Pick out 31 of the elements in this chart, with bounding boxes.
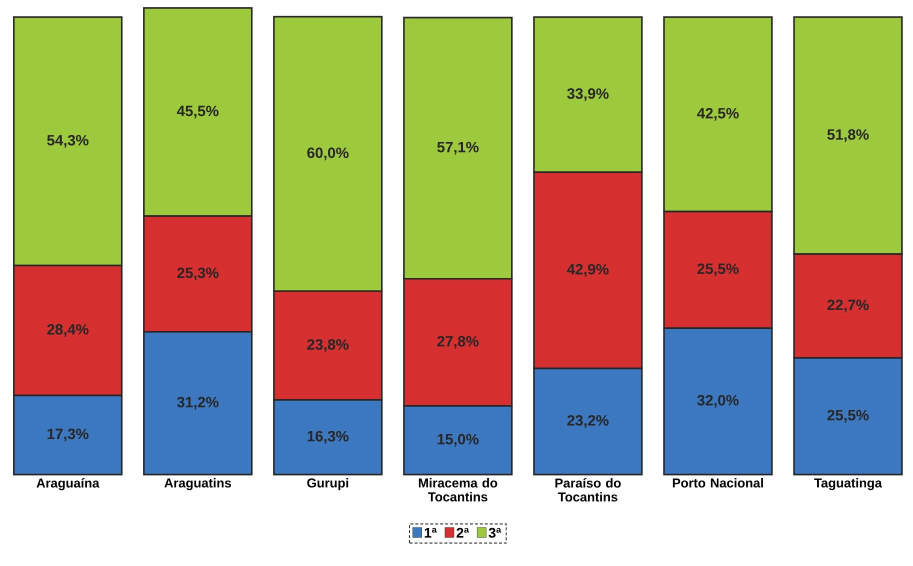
- data-label: 23,8%: [307, 339, 349, 352]
- data-label: 57,1%: [437, 142, 479, 154]
- x-tick-label: Paraíso do Tocantins: [555, 478, 621, 502]
- data-label: 60,0%: [307, 147, 349, 160]
- data-label: 23,2%: [567, 415, 609, 428]
- x-tick-label: Araguaína: [36, 478, 100, 490]
- data-label: 42,9%: [567, 264, 609, 277]
- legend-label: 3ª: [488, 528, 502, 538]
- data-label: 31,2%: [177, 396, 219, 410]
- data-label: 27,8%: [437, 336, 479, 349]
- data-label: 54,3%: [47, 134, 89, 148]
- data-label: 45,5%: [176, 106, 219, 118]
- data-label: 16,3%: [308, 430, 349, 444]
- data-label: 15,0%: [438, 434, 479, 446]
- data-label: 28,4%: [47, 324, 89, 337]
- data-label: 32,0%: [697, 394, 739, 408]
- x-tick-label: Porto Nacional: [672, 478, 763, 488]
- x-tick-label: Araguatins: [164, 478, 232, 490]
- data-label: 25,3%: [177, 267, 219, 280]
- data-label: 25,5%: [697, 263, 739, 276]
- x-tick-label: Gurupi: [307, 478, 348, 490]
- data-label: 42,5%: [697, 108, 739, 121]
- x-tick-label: Taguatinga: [814, 478, 882, 490]
- data-label: 33,9%: [567, 88, 609, 101]
- legend-label: 1ª: [424, 528, 437, 538]
- data-label: 22,7%: [827, 299, 869, 312]
- legend-label: 2ª: [456, 528, 470, 538]
- data-label: 51,8%: [827, 129, 869, 142]
- data-label: 17,3%: [48, 428, 89, 442]
- data-label: 25,5%: [827, 410, 869, 422]
- x-tick-label: Miracema do Tocantins: [418, 478, 498, 502]
